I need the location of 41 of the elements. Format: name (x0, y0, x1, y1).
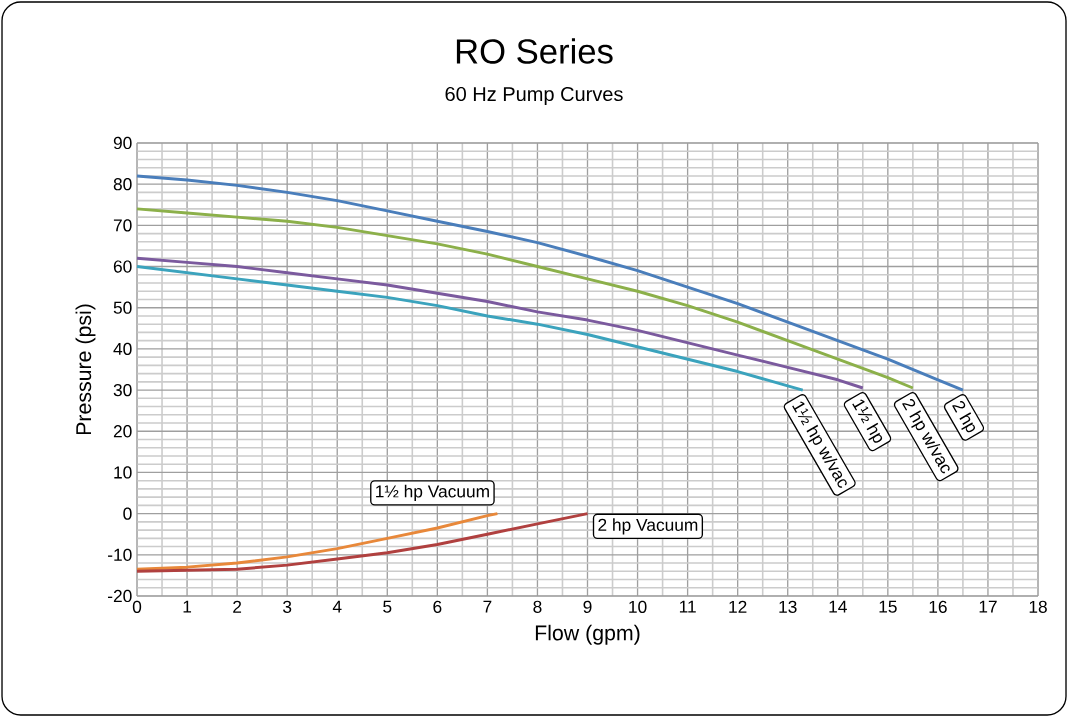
line-series (135, 512, 589, 573)
y-tick-label: 0 (123, 507, 132, 520)
x-tick-label: 9 (583, 600, 592, 613)
series-label: 2 hp Vacuum (598, 518, 698, 535)
x-axis-title: Flow (gpm) (535, 624, 640, 645)
y-tick-label: 40 (113, 342, 132, 356)
x-tick-label: 1 (183, 600, 192, 613)
x-tick-label: 11 (679, 600, 696, 613)
y-tick-label: 20 (113, 425, 132, 438)
x-tick-label: 5 (383, 600, 392, 613)
x-tick-label: 7 (483, 600, 492, 613)
x-tick-label: 10 (629, 600, 647, 613)
x-tick-label: 8 (533, 600, 542, 613)
y-tick-label: -10 (108, 548, 132, 561)
y-tick-label: 30 (113, 383, 132, 397)
chart-subtitle: 60 Hz Pump Curves (445, 86, 623, 106)
x-tick-label: 12 (729, 600, 747, 613)
y-tick-label: 10 (114, 466, 132, 479)
x-tick-label: 6 (433, 600, 442, 613)
x-tick-label: 13 (779, 600, 797, 613)
x-tick-label: 4 (332, 600, 342, 613)
x-tick-label: 16 (929, 600, 947, 613)
x-tick-label: 15 (879, 600, 897, 613)
text: 1½ hp (852, 399, 883, 443)
x-tick-label: 0 (132, 600, 142, 613)
y-tick-label: 90 (113, 136, 132, 150)
x-tick-label: 2 (233, 600, 242, 613)
x-tick-label: 14 (829, 600, 847, 613)
y-tick-label: -20 (108, 589, 132, 603)
y-tick-label: 50 (113, 301, 132, 314)
y-tick-label: 80 (113, 178, 132, 191)
text: 2 hp (952, 401, 976, 433)
chart-title: RO Series (456, 38, 613, 64)
series-label: 1½ hp Vacuum (376, 484, 489, 501)
y-tick-label: 60 (113, 260, 132, 273)
x-tick-label: 17 (979, 600, 997, 613)
x-tick-label: 18 (1029, 600, 1047, 613)
y-axis-title: Pressure (psi) (75, 304, 96, 435)
x-tick-label: 3 (283, 600, 292, 613)
line-series (135, 512, 499, 571)
y-tick-label: 70 (113, 219, 132, 232)
